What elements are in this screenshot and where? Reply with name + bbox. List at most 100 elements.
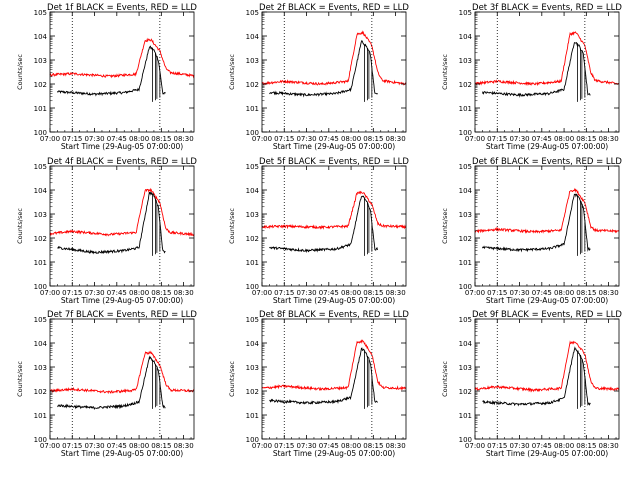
chart-title: Det 9f BLACK = Events, RED = LLD — [472, 310, 622, 320]
y-tick-label: 102 — [34, 235, 47, 243]
x-tick-label: 07:15 — [487, 289, 507, 297]
series-line-events — [269, 39, 378, 98]
y-tick-label: 105 — [246, 316, 259, 324]
chart-panel-1: 07:00 07:15 07:30 07:45 08:00 08:15 08:30 100 10… — [16, 3, 197, 151]
x-tick-label: 08:00 — [341, 442, 361, 450]
x-tick-label: 08:00 — [554, 135, 574, 143]
x-tick-label: 07:00 — [252, 135, 272, 143]
y-tick-label: 103 — [459, 57, 472, 65]
x-tick-label: 07:30 — [296, 135, 316, 143]
x-tick-label: 07:30 — [84, 289, 104, 297]
y-tick-label: 100 — [34, 283, 47, 291]
plot-frame — [49, 318, 195, 440]
series-line-events — [481, 193, 591, 253]
x-tick-label: 07:30 — [84, 442, 104, 450]
x-tick-label: 07:00 — [40, 135, 60, 143]
y-tick-label: 101 — [34, 259, 47, 267]
y-tick-label: 104 — [34, 187, 48, 195]
y-tick-label: 100 — [246, 283, 259, 291]
x-tick-label: 08:15 — [576, 135, 596, 143]
y-axis-label: Counts/sec — [16, 361, 24, 397]
plot-frame — [261, 165, 407, 287]
y-tick-label: 102 — [34, 81, 47, 89]
x-tick-label: 08:00 — [129, 442, 149, 450]
y-tick-label: 102 — [34, 388, 47, 396]
x-tick-label: 08:30 — [174, 135, 194, 143]
series-line-events — [269, 195, 378, 254]
x-tick-label: 08:15 — [151, 289, 171, 297]
y-axis-label: Counts/sec — [228, 361, 236, 397]
x-tick-label: 07:00 — [465, 135, 485, 143]
y-tick-label: 103 — [34, 364, 47, 372]
x-tick-label: 07:15 — [62, 135, 82, 143]
series-line-lld — [49, 187, 195, 237]
y-tick-label: 105 — [34, 316, 47, 324]
chart-panel-8: 07:00 07:15 07:30 07:45 08:00 08:15 08:30 100 10… — [228, 310, 409, 458]
series-line-lld — [261, 30, 407, 86]
x-tick-label: 08:30 — [386, 442, 406, 450]
chart-title: Det 8f BLACK = Events, RED = LLD — [259, 310, 409, 320]
y-tick-label: 104 — [246, 187, 260, 195]
chart-panel-6: 07:00 07:15 07:30 07:45 08:00 08:15 08:30 100 10… — [441, 157, 622, 305]
y-tick-label: 104 — [459, 187, 473, 195]
y-tick-label: 101 — [246, 412, 259, 420]
x-tick-label: 07:00 — [252, 442, 272, 450]
y-tick-label: 102 — [246, 235, 259, 243]
x-tick-label: 07:00 — [40, 289, 60, 297]
y-tick-label: 103 — [459, 211, 472, 219]
x-axis-label: Start Time (29-Aug-05 07:00:00) — [486, 142, 608, 151]
series-line-lld — [49, 350, 194, 395]
x-axis-label: Start Time (29-Aug-05 07:00:00) — [61, 449, 183, 458]
y-tick-label: 101 — [459, 259, 472, 267]
y-tick-label: 105 — [459, 316, 472, 324]
y-tick-label: 103 — [246, 364, 259, 372]
chart-title: Det 7f BLACK = Events, RED = LLD — [47, 310, 197, 320]
y-tick-label: 105 — [459, 163, 472, 171]
y-tick-label: 104 — [459, 340, 473, 348]
x-tick-label: 07:45 — [107, 135, 127, 143]
series-line-events — [482, 346, 591, 407]
x-tick-label: 08:00 — [129, 289, 149, 297]
plot-frame — [49, 11, 195, 133]
x-tick-label: 08:15 — [576, 289, 596, 297]
x-tick-label: 08:15 — [151, 442, 171, 450]
y-tick-label: 105 — [34, 9, 47, 17]
series-line-events — [57, 45, 166, 97]
x-axis-label: Start Time (29-Aug-05 07:00:00) — [61, 296, 183, 305]
y-tick-label: 102 — [459, 235, 472, 243]
series-line-events — [57, 355, 166, 410]
x-tick-label: 08:00 — [554, 442, 574, 450]
x-axis-label: Start Time (29-Aug-05 07:00:00) — [486, 449, 608, 458]
series-line-lld — [261, 190, 406, 230]
x-tick-label: 07:45 — [532, 135, 552, 143]
y-tick-label: 102 — [459, 81, 472, 89]
x-axis-label: Start Time (29-Aug-05 07:00:00) — [61, 142, 183, 151]
y-tick-label: 104 — [34, 33, 48, 41]
y-axis-label: Counts/sec — [228, 208, 236, 244]
y-axis-label: Counts/sec — [441, 361, 449, 397]
series-line-lld — [474, 340, 620, 393]
y-axis-label: Counts/sec — [228, 54, 236, 90]
chart-title: Det 2f BLACK = Events, RED = LLD — [259, 3, 409, 13]
x-tick-label: 07:45 — [319, 289, 339, 297]
y-tick-label: 100 — [459, 129, 472, 137]
x-tick-label: 07:45 — [319, 442, 339, 450]
plot-frame — [261, 318, 407, 440]
x-tick-label: 07:45 — [532, 289, 552, 297]
y-tick-label: 104 — [246, 33, 260, 41]
x-tick-label: 08:00 — [554, 289, 574, 297]
y-tick-label: 100 — [34, 436, 47, 444]
chart-title: Det 1f BLACK = Events, RED = LLD — [47, 3, 197, 13]
y-tick-label: 104 — [459, 33, 473, 41]
x-axis-label: Start Time (29-Aug-05 07:00:00) — [273, 296, 395, 305]
x-tick-label: 07:00 — [252, 289, 272, 297]
y-tick-label: 103 — [459, 364, 472, 372]
series-line-lld — [474, 187, 620, 234]
y-axis-label: Counts/sec — [441, 54, 449, 90]
x-tick-label: 07:15 — [62, 442, 82, 450]
x-tick-label: 08:30 — [599, 442, 619, 450]
chart-title: Det 3f BLACK = Events, RED = LLD — [472, 3, 622, 13]
plot-frame — [261, 11, 407, 133]
chart-title: Det 6f BLACK = Events, RED = LLD — [472, 157, 622, 167]
